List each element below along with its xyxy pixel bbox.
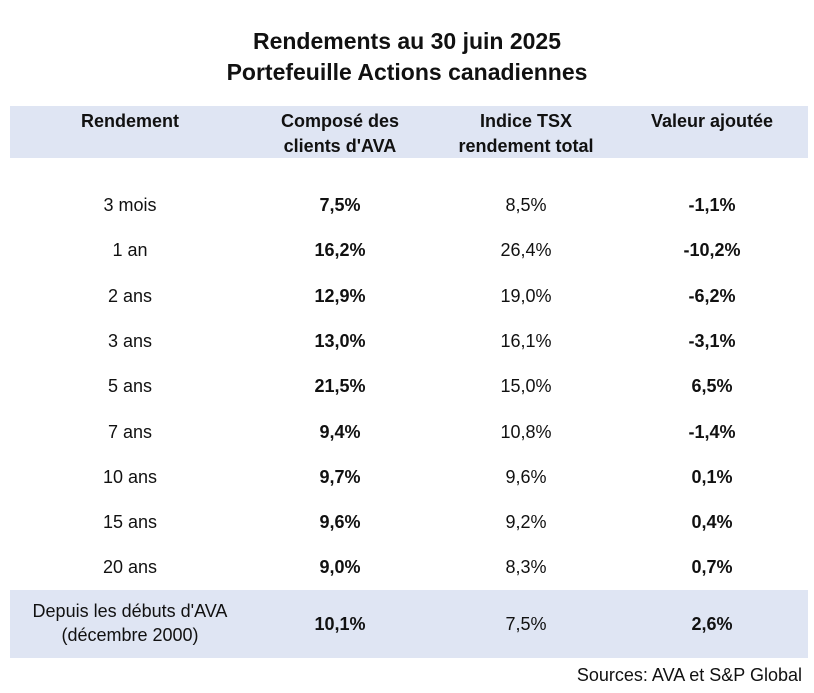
ava-value: 16,2%	[314, 240, 366, 261]
row-label: 20 ans	[102, 557, 158, 578]
header-indice-tsx-line2: rendement total	[458, 136, 594, 156]
header-indice-tsx-line1: Indice TSX	[479, 111, 573, 131]
tsx-value: 15,0%	[500, 376, 552, 397]
header-compose-ava-line2: clients d'AVA	[283, 136, 397, 156]
added-value: 0,7%	[691, 557, 733, 578]
tsx-value: 9,2%	[505, 512, 547, 533]
row-label: 3 mois	[103, 195, 157, 215]
source-note: Sources: AVA et S&P Global	[576, 665, 802, 685]
added-value: -1,4%	[688, 421, 736, 442]
table-row: 5 ans 21,5% 15,0% 6,5%	[10, 364, 808, 409]
tsx-value: 9,6%	[505, 466, 547, 487]
table-row: 2 ans 12,9% 19,0% -6,2%	[10, 274, 808, 319]
table-row: 3 ans 13,0% 16,1% -3,1%	[10, 319, 808, 364]
since-inception-label-line2: (décembre 2000)	[61, 625, 199, 645]
table-row: 10 ans 9,7% 9,6% 0,1%	[10, 455, 808, 500]
table-row-since-inception: Depuis les débuts d'AVA (décembre 2000) …	[10, 590, 808, 658]
ava-value: 12,9%	[314, 285, 366, 306]
ava-value: 13,0%	[314, 330, 366, 351]
header-compose-ava-line1: Composé des	[280, 111, 400, 131]
header-indice-tsx: Indice TSX rendement total	[426, 109, 626, 159]
added-value: -10,2%	[683, 240, 741, 261]
added-value: -3,1%	[688, 330, 736, 351]
tsx-value: 10,8%	[500, 421, 552, 442]
tsx-value: 8,3%	[505, 557, 547, 578]
ava-value: 7,5%	[319, 195, 361, 215]
row-label: 15 ans	[102, 512, 158, 533]
tsx-value: 8,5%	[505, 195, 547, 215]
ava-value: 9,7%	[319, 466, 361, 487]
tsx-value: 19,0%	[500, 285, 552, 306]
header-compose-ava: Composé des clients d'AVA	[240, 109, 440, 159]
since-inception-added: 2,6%	[691, 614, 733, 634]
row-label: 3 ans	[107, 330, 153, 351]
since-inception-label: Depuis les débuts d'AVA (décembre 2000)	[10, 599, 250, 647]
tsx-value: 16,1%	[500, 330, 552, 351]
added-value: 0,1%	[691, 466, 733, 487]
header-rendement: Rendement	[80, 111, 179, 131]
tsx-value: 26,4%	[500, 240, 552, 261]
page-title-line2: Portefeuille Actions canadiennes	[226, 59, 588, 85]
row-label: 7 ans	[107, 421, 153, 442]
added-value: -1,1%	[688, 195, 736, 215]
since-inception-label-line1: Depuis les débuts d'AVA	[32, 601, 228, 621]
since-inception-tsx: 7,5%	[505, 614, 547, 634]
ava-value: 9,4%	[319, 421, 361, 442]
added-value: -6,2%	[688, 285, 736, 306]
table-row: 7 ans 9,4% 10,8% -1,4%	[10, 410, 808, 455]
added-value: 0,4%	[691, 512, 733, 533]
row-label: 2 ans	[107, 285, 153, 306]
since-inception-ava: 10,1%	[314, 614, 366, 634]
row-label: 10 ans	[102, 466, 158, 487]
page-title-line1: Rendements au 30 juin 2025	[252, 28, 562, 54]
added-value: 6,5%	[691, 376, 733, 397]
ava-value: 21,5%	[314, 376, 366, 397]
table-row: 20 ans 9,0% 8,3% 0,7%	[10, 545, 808, 590]
ava-value: 9,6%	[319, 512, 361, 533]
row-label: 1 an	[112, 240, 148, 261]
ava-value: 9,0%	[319, 557, 361, 578]
table-row: 15 ans 9,6% 9,2% 0,4%	[10, 500, 808, 545]
table-row: 3 mois 7,5% 8,5% -1,1%	[10, 183, 808, 228]
header-valeur-ajoutee: Valeur ajoutée	[650, 111, 774, 131]
table-header: Rendement Composé des clients d'AVA Indi…	[10, 106, 808, 158]
table-row: 1 an 16,2% 26,4% -10,2%	[10, 228, 808, 273]
row-label: 5 ans	[107, 376, 153, 397]
